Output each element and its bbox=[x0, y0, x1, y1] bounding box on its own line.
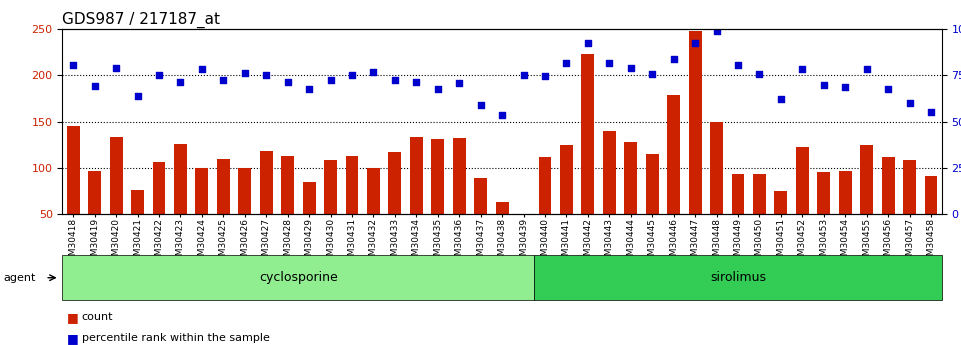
Bar bbox=[924, 176, 938, 260]
Bar bbox=[775, 191, 787, 260]
Bar bbox=[88, 170, 101, 260]
Point bbox=[259, 73, 274, 78]
Bar bbox=[410, 137, 423, 260]
Point bbox=[880, 87, 896, 92]
Point bbox=[194, 66, 209, 72]
Point bbox=[344, 73, 359, 78]
Bar bbox=[882, 157, 895, 260]
Text: cyclosporine: cyclosporine bbox=[259, 271, 337, 284]
Bar bbox=[324, 160, 337, 260]
Point bbox=[623, 65, 638, 71]
Text: agent: agent bbox=[3, 273, 36, 283]
Point bbox=[838, 85, 853, 90]
Bar bbox=[581, 54, 594, 260]
Bar bbox=[860, 145, 874, 260]
Bar bbox=[238, 168, 251, 260]
Point bbox=[109, 65, 124, 71]
Point bbox=[795, 66, 810, 72]
Point bbox=[215, 77, 231, 83]
Bar bbox=[538, 157, 552, 260]
Point bbox=[366, 69, 382, 75]
Bar bbox=[818, 172, 830, 260]
Text: percentile rank within the sample: percentile rank within the sample bbox=[82, 333, 269, 343]
Text: GDS987 / 217187_at: GDS987 / 217187_at bbox=[62, 12, 220, 28]
Point bbox=[302, 87, 317, 92]
Bar bbox=[625, 142, 637, 260]
Point bbox=[730, 62, 746, 68]
Bar bbox=[903, 160, 916, 260]
Point bbox=[602, 61, 617, 66]
Point bbox=[774, 96, 789, 101]
Point bbox=[452, 80, 467, 86]
Bar bbox=[753, 174, 766, 260]
Point bbox=[666, 56, 681, 62]
Point bbox=[752, 71, 767, 76]
Bar bbox=[710, 122, 723, 260]
Bar bbox=[367, 168, 380, 260]
Point bbox=[495, 112, 510, 118]
Point bbox=[687, 40, 702, 46]
Bar bbox=[603, 131, 616, 260]
Bar bbox=[66, 126, 80, 260]
Point bbox=[816, 82, 831, 87]
Bar bbox=[303, 181, 315, 260]
Bar bbox=[517, 251, 530, 260]
Text: ■: ■ bbox=[67, 332, 79, 345]
Bar bbox=[731, 174, 745, 260]
Point bbox=[902, 100, 918, 106]
Point bbox=[580, 40, 596, 46]
Bar bbox=[646, 154, 658, 260]
Point bbox=[431, 87, 446, 92]
Point bbox=[558, 60, 574, 65]
Bar bbox=[431, 139, 444, 260]
Bar bbox=[110, 137, 122, 260]
Bar bbox=[153, 162, 165, 260]
Bar bbox=[560, 145, 573, 260]
Point bbox=[924, 110, 939, 115]
Bar bbox=[667, 95, 680, 260]
Point bbox=[151, 73, 166, 78]
Bar bbox=[689, 31, 702, 260]
Point bbox=[473, 102, 488, 108]
Text: count: count bbox=[82, 313, 113, 322]
Point bbox=[516, 73, 531, 78]
Point bbox=[537, 73, 553, 79]
Bar bbox=[282, 156, 294, 260]
Point bbox=[173, 79, 188, 85]
Bar bbox=[796, 147, 809, 260]
Point bbox=[709, 28, 725, 34]
Bar bbox=[217, 159, 230, 260]
Point bbox=[65, 62, 81, 68]
Point bbox=[645, 71, 660, 76]
Text: sirolimus: sirolimus bbox=[710, 271, 766, 284]
Bar bbox=[453, 138, 466, 260]
Bar bbox=[131, 190, 144, 260]
Bar bbox=[195, 168, 209, 260]
Point bbox=[86, 83, 102, 88]
Point bbox=[237, 70, 253, 76]
Bar bbox=[259, 151, 273, 260]
Bar bbox=[496, 202, 508, 260]
Bar bbox=[388, 152, 402, 260]
Point bbox=[280, 79, 295, 85]
Bar bbox=[474, 178, 487, 260]
Text: ■: ■ bbox=[67, 311, 79, 324]
Point bbox=[130, 93, 145, 99]
Point bbox=[408, 79, 424, 85]
Bar bbox=[346, 156, 358, 260]
Bar bbox=[839, 171, 851, 260]
Point bbox=[859, 66, 875, 72]
Point bbox=[323, 77, 338, 83]
Point bbox=[387, 77, 403, 83]
Bar bbox=[174, 144, 186, 260]
